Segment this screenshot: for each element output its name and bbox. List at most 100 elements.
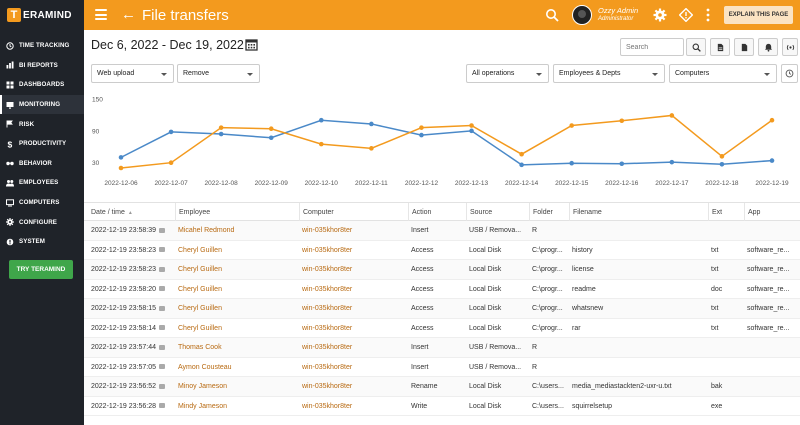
comment-icon[interactable] bbox=[159, 383, 165, 389]
data-point bbox=[118, 155, 124, 160]
data-point bbox=[118, 165, 124, 171]
column-header-employee[interactable]: Employee bbox=[175, 203, 299, 222]
sidebar-item-dashboards[interactable]: DASHBOARDS bbox=[0, 75, 84, 95]
glasses-icon bbox=[6, 162, 14, 166]
avatar[interactable] bbox=[572, 5, 592, 25]
data-point bbox=[619, 118, 625, 124]
sidebar-item-productivity[interactable]: $ PRODUCTIVITY bbox=[0, 134, 84, 154]
broadcast-button[interactable] bbox=[782, 38, 798, 56]
data-point bbox=[319, 117, 324, 123]
operations-select[interactable]: All operations bbox=[466, 64, 549, 83]
cell-text: 2022-12-19 23:58:20 bbox=[91, 285, 156, 293]
table-row[interactable]: 2022-12-19 23:58:23 Cheryl Guillen win-035… bbox=[84, 260, 800, 280]
sidebar-item-time-tracking[interactable]: TIME TRACKING bbox=[0, 36, 84, 56]
table-row[interactable]: 2022-12-19 23:56:28 Mindy Jameson win-035k… bbox=[84, 397, 800, 417]
cell-employee[interactable]: Thomas Cook bbox=[175, 338, 299, 358]
column-header-action[interactable]: Action bbox=[408, 203, 466, 222]
cell-computer[interactable]: win-035khor8ter bbox=[299, 397, 408, 417]
column-header-app[interactable]: App bbox=[744, 203, 797, 222]
cell-computer[interactable]: win-035khor8ter bbox=[299, 280, 408, 300]
try-teramind-button[interactable]: TRY TERAMIND bbox=[9, 260, 73, 279]
comment-icon[interactable] bbox=[159, 266, 165, 272]
sort-asc-icon[interactable]: ▲ bbox=[127, 210, 133, 216]
sidebar-item-risk[interactable]: RISK bbox=[0, 114, 84, 134]
cell-text: 2022-12-19 23:58:15 bbox=[91, 305, 156, 312]
computers-select[interactable]: Computers bbox=[669, 64, 777, 83]
table-row[interactable]: 2022-12-19 23:58:20 Cheryl Guillen win-035… bbox=[84, 280, 800, 300]
comment-icon[interactable] bbox=[159, 247, 165, 253]
table-row[interactable]: 2022-12-19 23:56:52 Minoy Jameson win-035k… bbox=[84, 377, 800, 397]
table-row[interactable]: 2022-12-19 23:57:05 Aymon Cousteau win-035… bbox=[84, 358, 800, 378]
comment-icon[interactable] bbox=[159, 227, 165, 233]
sidebar-item-system[interactable]: SYSTEM bbox=[0, 232, 84, 252]
user-name[interactable]: Ozzy Admin bbox=[598, 6, 639, 15]
logo[interactable]: T ERAMIND bbox=[0, 0, 84, 30]
cell-computer[interactable]: win-035khor8ter bbox=[299, 241, 408, 261]
cell-text: 2022-12-19 23:56:28 bbox=[91, 402, 156, 410]
cell-employee[interactable]: Cheryl Guillen bbox=[175, 241, 299, 261]
column-header-source[interactable]: Source bbox=[466, 203, 529, 222]
comment-icon[interactable] bbox=[159, 344, 165, 350]
diamond-icon[interactable] bbox=[679, 8, 693, 22]
cell-text: Rename bbox=[411, 383, 438, 390]
column-header-computer[interactable]: Computer bbox=[299, 203, 408, 222]
history-button[interactable] bbox=[781, 64, 798, 83]
cell-employee[interactable]: Mindy Jameson bbox=[175, 397, 299, 417]
cell-computer[interactable]: win-035khor8ter bbox=[299, 377, 408, 397]
sidebar-item-computers[interactable]: COMPUTERS bbox=[0, 193, 84, 213]
more-options-icon[interactable] bbox=[705, 8, 711, 22]
cell-employee[interactable]: Micahel Redmond bbox=[175, 221, 299, 241]
calendar-icon[interactable] bbox=[245, 38, 258, 51]
cell-computer[interactable]: win-035khor8ter bbox=[299, 319, 408, 339]
comment-icon[interactable] bbox=[159, 364, 165, 370]
sidebar-item-configure[interactable]: CONFIGURE bbox=[0, 212, 84, 232]
cell-employee[interactable]: Cheryl Guillen bbox=[175, 280, 299, 300]
export-doc-button[interactable] bbox=[710, 38, 730, 56]
column-header-filename[interactable]: Filename bbox=[569, 203, 708, 222]
action-select[interactable]: Remove bbox=[177, 64, 260, 83]
cell-app: software_re... bbox=[744, 241, 797, 261]
data-point bbox=[719, 154, 725, 159]
table-row[interactable]: 2022-12-19 23:58:23 Cheryl Guillen win-035… bbox=[84, 241, 800, 261]
search-icon[interactable] bbox=[545, 8, 559, 22]
comment-icon[interactable] bbox=[159, 403, 165, 409]
sidebar-item-employees[interactable]: EMPLOYEES bbox=[0, 173, 84, 193]
sidebar-item-behavior[interactable]: BEHAVIOR bbox=[0, 154, 84, 174]
back-arrow-icon[interactable]: ← bbox=[121, 6, 136, 23]
cell-employee[interactable]: Aymon Cousteau bbox=[175, 358, 299, 378]
comment-icon[interactable] bbox=[159, 305, 165, 311]
cell-computer[interactable]: win-035khor8ter bbox=[299, 338, 408, 358]
gear-icon[interactable] bbox=[653, 8, 667, 22]
export-file-button[interactable] bbox=[734, 38, 754, 56]
explain-page-button[interactable]: EXPLAIN THIS PAGE bbox=[724, 6, 793, 24]
table-row[interactable]: 2022-12-19 23:58:14 Cheryl Guillen win-035… bbox=[84, 319, 800, 339]
sidebar-item-monitoring[interactable]: MONITORING bbox=[0, 94, 84, 115]
table-row[interactable]: 2022-12-19 23:58:39 Micahel Redmond win-03… bbox=[84, 221, 800, 241]
comment-icon[interactable] bbox=[159, 325, 165, 331]
column-header-folder[interactable]: Folder bbox=[529, 203, 569, 222]
cell-computer[interactable]: win-035khor8ter bbox=[299, 260, 408, 280]
sidebar-item-bi-reports[interactable]: BI REPORTS bbox=[0, 56, 84, 76]
column-header-date-time[interactable]: Date / time ▲ bbox=[88, 203, 175, 222]
cell-date-time: 2022-12-19 23:57:44 bbox=[88, 338, 175, 358]
cell-employee[interactable]: Cheryl Guillen bbox=[175, 299, 299, 319]
menu-icon[interactable] bbox=[95, 9, 107, 20]
cell-employee[interactable]: Minoy Jameson bbox=[175, 377, 299, 397]
type-select[interactable]: Web upload bbox=[91, 64, 174, 83]
notifications-button[interactable] bbox=[758, 38, 778, 56]
search-button[interactable] bbox=[686, 38, 706, 56]
employees-select[interactable]: Employees & Depts bbox=[553, 64, 665, 83]
comment-icon[interactable] bbox=[159, 286, 165, 292]
data-point bbox=[419, 132, 424, 138]
cell-computer[interactable]: win-035khor8ter bbox=[299, 221, 408, 241]
column-header-ext[interactable]: Ext bbox=[708, 203, 744, 222]
table-row[interactable]: 2022-12-19 23:57:44 Thomas Cook win-035kho… bbox=[84, 338, 800, 358]
sidebar-item-label: TIME TRACKING bbox=[19, 42, 70, 50]
date-range[interactable]: Dec 6, 2022 - Dec 19, 2022 bbox=[91, 38, 244, 52]
cell-employee[interactable]: Cheryl Guillen bbox=[175, 260, 299, 280]
search-input[interactable] bbox=[620, 38, 684, 56]
cell-computer[interactable]: win-035khor8ter bbox=[299, 358, 408, 378]
cell-computer[interactable]: win-035khor8ter bbox=[299, 299, 408, 319]
table-row[interactable]: 2022-12-19 23:58:15 Cheryl Guillen win-035… bbox=[84, 299, 800, 319]
cell-employee[interactable]: Cheryl Guillen bbox=[175, 319, 299, 339]
